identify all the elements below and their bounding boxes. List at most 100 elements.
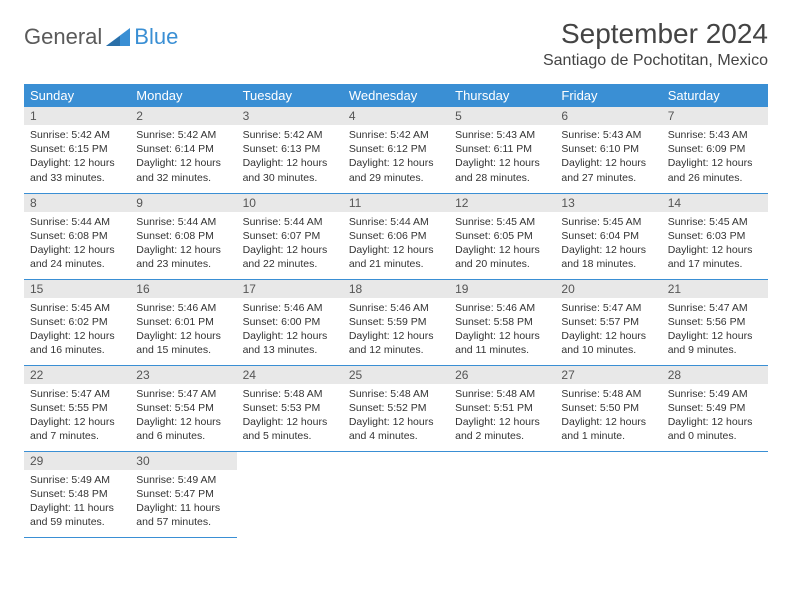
daylight-text: Daylight: 12 hours and 18 minutes. xyxy=(561,243,655,271)
sunset-text: Sunset: 5:59 PM xyxy=(349,315,443,329)
calendar-cell: 2Sunrise: 5:42 AMSunset: 6:14 PMDaylight… xyxy=(130,107,236,193)
calendar-cell: 21Sunrise: 5:47 AMSunset: 5:56 PMDayligh… xyxy=(662,279,768,365)
sunrise-text: Sunrise: 5:44 AM xyxy=(349,215,443,229)
weekday-header: Wednesday xyxy=(343,84,449,107)
calendar-cell: 6Sunrise: 5:43 AMSunset: 6:10 PMDaylight… xyxy=(555,107,661,193)
day-number: 3 xyxy=(237,107,343,125)
daylight-text: Daylight: 12 hours and 1 minute. xyxy=(561,415,655,443)
day-body: Sunrise: 5:45 AMSunset: 6:05 PMDaylight:… xyxy=(449,212,555,278)
daylight-text: Daylight: 12 hours and 24 minutes. xyxy=(30,243,124,271)
day-number: 1 xyxy=(24,107,130,125)
day-number: 14 xyxy=(662,194,768,212)
calendar-cell: .. xyxy=(662,451,768,537)
calendar-cell: 3Sunrise: 5:42 AMSunset: 6:13 PMDaylight… xyxy=(237,107,343,193)
daylight-text: Daylight: 12 hours and 23 minutes. xyxy=(136,243,230,271)
day-body: Sunrise: 5:45 AMSunset: 6:02 PMDaylight:… xyxy=(24,298,130,364)
day-body: Sunrise: 5:42 AMSunset: 6:13 PMDaylight:… xyxy=(237,125,343,191)
calendar-cell: 24Sunrise: 5:48 AMSunset: 5:53 PMDayligh… xyxy=(237,365,343,451)
day-number: 5 xyxy=(449,107,555,125)
daylight-text: Daylight: 12 hours and 12 minutes. xyxy=(349,329,443,357)
daylight-text: Daylight: 12 hours and 29 minutes. xyxy=(349,156,443,184)
calendar-cell: 1Sunrise: 5:42 AMSunset: 6:15 PMDaylight… xyxy=(24,107,130,193)
day-body: Sunrise: 5:47 AMSunset: 5:54 PMDaylight:… xyxy=(130,384,236,450)
daylight-text: Daylight: 12 hours and 4 minutes. xyxy=(349,415,443,443)
sunrise-text: Sunrise: 5:42 AM xyxy=(136,128,230,142)
day-body: Sunrise: 5:42 AMSunset: 6:14 PMDaylight:… xyxy=(130,125,236,191)
day-number: 4 xyxy=(343,107,449,125)
calendar-row: 15Sunrise: 5:45 AMSunset: 6:02 PMDayligh… xyxy=(24,279,768,365)
day-number: 23 xyxy=(130,366,236,384)
sunrise-text: Sunrise: 5:46 AM xyxy=(243,301,337,315)
calendar-cell: 10Sunrise: 5:44 AMSunset: 6:07 PMDayligh… xyxy=(237,193,343,279)
calendar-cell: .. xyxy=(449,451,555,537)
sunset-text: Sunset: 5:58 PM xyxy=(455,315,549,329)
location-text: Santiago de Pochotitan, Mexico xyxy=(543,52,768,70)
calendar-cell: .. xyxy=(555,451,661,537)
sunset-text: Sunset: 6:04 PM xyxy=(561,229,655,243)
day-body: Sunrise: 5:47 AMSunset: 5:56 PMDaylight:… xyxy=(662,298,768,364)
day-body: Sunrise: 5:43 AMSunset: 6:11 PMDaylight:… xyxy=(449,125,555,191)
sunrise-text: Sunrise: 5:48 AM xyxy=(349,387,443,401)
daylight-text: Daylight: 12 hours and 26 minutes. xyxy=(668,156,762,184)
sunrise-text: Sunrise: 5:47 AM xyxy=(30,387,124,401)
day-body: Sunrise: 5:49 AMSunset: 5:47 PMDaylight:… xyxy=(130,470,236,536)
calendar-cell: 26Sunrise: 5:48 AMSunset: 5:51 PMDayligh… xyxy=(449,365,555,451)
sunset-text: Sunset: 5:49 PM xyxy=(668,401,762,415)
sunset-text: Sunset: 5:48 PM xyxy=(30,487,124,501)
daylight-text: Daylight: 11 hours and 57 minutes. xyxy=(136,501,230,529)
day-number: 13 xyxy=(555,194,661,212)
weekday-header-row: Sunday Monday Tuesday Wednesday Thursday… xyxy=(24,84,768,107)
daylight-text: Daylight: 12 hours and 16 minutes. xyxy=(30,329,124,357)
day-number: 10 xyxy=(237,194,343,212)
daylight-text: Daylight: 12 hours and 32 minutes. xyxy=(136,156,230,184)
sunrise-text: Sunrise: 5:45 AM xyxy=(455,215,549,229)
weekday-header: Monday xyxy=(130,84,236,107)
sunset-text: Sunset: 6:03 PM xyxy=(668,229,762,243)
day-number: 30 xyxy=(130,452,236,470)
sunset-text: Sunset: 6:01 PM xyxy=(136,315,230,329)
calendar-cell: 30Sunrise: 5:49 AMSunset: 5:47 PMDayligh… xyxy=(130,451,236,537)
daylight-text: Daylight: 12 hours and 33 minutes. xyxy=(30,156,124,184)
sunrise-text: Sunrise: 5:42 AM xyxy=(243,128,337,142)
sunrise-text: Sunrise: 5:48 AM xyxy=(455,387,549,401)
calendar-cell: 12Sunrise: 5:45 AMSunset: 6:05 PMDayligh… xyxy=(449,193,555,279)
sunset-text: Sunset: 6:13 PM xyxy=(243,142,337,156)
weekday-header: Thursday xyxy=(449,84,555,107)
calendar-cell: 16Sunrise: 5:46 AMSunset: 6:01 PMDayligh… xyxy=(130,279,236,365)
day-body: Sunrise: 5:49 AMSunset: 5:49 PMDaylight:… xyxy=(662,384,768,450)
calendar-table: Sunday Monday Tuesday Wednesday Thursday… xyxy=(24,84,768,538)
daylight-text: Daylight: 11 hours and 59 minutes. xyxy=(30,501,124,529)
calendar-row: 1Sunrise: 5:42 AMSunset: 6:15 PMDaylight… xyxy=(24,107,768,193)
daylight-text: Daylight: 12 hours and 2 minutes. xyxy=(455,415,549,443)
daylight-text: Daylight: 12 hours and 10 minutes. xyxy=(561,329,655,357)
day-body: Sunrise: 5:46 AMSunset: 5:58 PMDaylight:… xyxy=(449,298,555,364)
calendar-cell: .. xyxy=(343,451,449,537)
sunset-text: Sunset: 6:10 PM xyxy=(561,142,655,156)
calendar-cell: 14Sunrise: 5:45 AMSunset: 6:03 PMDayligh… xyxy=(662,193,768,279)
daylight-text: Daylight: 12 hours and 17 minutes. xyxy=(668,243,762,271)
calendar-row: 22Sunrise: 5:47 AMSunset: 5:55 PMDayligh… xyxy=(24,365,768,451)
day-body: Sunrise: 5:48 AMSunset: 5:52 PMDaylight:… xyxy=(343,384,449,450)
sunset-text: Sunset: 6:11 PM xyxy=(455,142,549,156)
day-body: Sunrise: 5:42 AMSunset: 6:15 PMDaylight:… xyxy=(24,125,130,191)
calendar-cell: 27Sunrise: 5:48 AMSunset: 5:50 PMDayligh… xyxy=(555,365,661,451)
sunset-text: Sunset: 5:56 PM xyxy=(668,315,762,329)
sunset-text: Sunset: 5:50 PM xyxy=(561,401,655,415)
sunset-text: Sunset: 5:47 PM xyxy=(136,487,230,501)
calendar-cell: 5Sunrise: 5:43 AMSunset: 6:11 PMDaylight… xyxy=(449,107,555,193)
daylight-text: Daylight: 12 hours and 20 minutes. xyxy=(455,243,549,271)
day-number: 28 xyxy=(662,366,768,384)
day-body: Sunrise: 5:46 AMSunset: 6:01 PMDaylight:… xyxy=(130,298,236,364)
sunrise-text: Sunrise: 5:47 AM xyxy=(561,301,655,315)
sunrise-text: Sunrise: 5:47 AM xyxy=(136,387,230,401)
calendar-cell: 4Sunrise: 5:42 AMSunset: 6:12 PMDaylight… xyxy=(343,107,449,193)
calendar-cell: 7Sunrise: 5:43 AMSunset: 6:09 PMDaylight… xyxy=(662,107,768,193)
calendar-row: 8Sunrise: 5:44 AMSunset: 6:08 PMDaylight… xyxy=(24,193,768,279)
calendar-row: 29Sunrise: 5:49 AMSunset: 5:48 PMDayligh… xyxy=(24,451,768,537)
day-number: 7 xyxy=(662,107,768,125)
sunrise-text: Sunrise: 5:42 AM xyxy=(30,128,124,142)
sunset-text: Sunset: 5:54 PM xyxy=(136,401,230,415)
daylight-text: Daylight: 12 hours and 15 minutes. xyxy=(136,329,230,357)
calendar-cell: 19Sunrise: 5:46 AMSunset: 5:58 PMDayligh… xyxy=(449,279,555,365)
day-body: Sunrise: 5:46 AMSunset: 5:59 PMDaylight:… xyxy=(343,298,449,364)
